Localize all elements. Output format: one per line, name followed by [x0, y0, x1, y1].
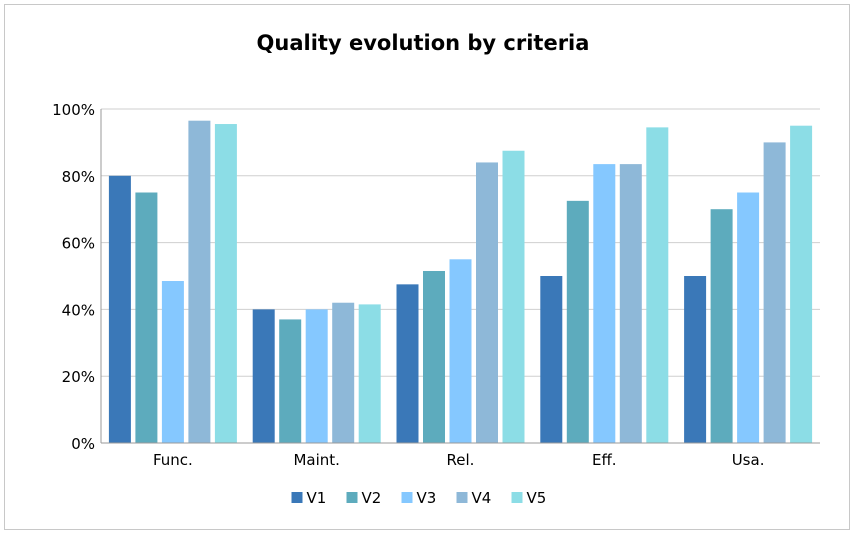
legend-swatch: [346, 492, 358, 503]
bar-v3-1: [305, 309, 328, 443]
y-tick-label: 60%: [62, 235, 95, 253]
x-tick-label: Eff.: [592, 451, 617, 469]
bar-v4-1: [332, 302, 355, 443]
legend-swatch: [291, 492, 303, 503]
legend-label: V1: [307, 489, 327, 507]
bar-v1-4: [684, 276, 707, 443]
legend-swatch: [401, 492, 413, 503]
chart-frame: Quality evolution by criteria 0% 20% 40% 60…: [4, 4, 850, 530]
bar-v1-0: [108, 175, 131, 444]
x-tick-label: Rel.: [447, 451, 475, 469]
bar-v3-3: [593, 164, 616, 444]
legend-label: V2: [362, 489, 382, 507]
x-tick-label: Func.: [153, 451, 193, 469]
bar-v5-3: [646, 127, 669, 444]
bar-v4-2: [476, 162, 498, 443]
bar-v2-0: [135, 192, 158, 443]
bars: [108, 120, 813, 444]
bar-v4-3: [619, 164, 642, 444]
bar-v5-0: [214, 124, 237, 443]
axes: 0% 20% 40% 60% 80% 100% Func. Maint. Rel. Eff. Usa…: [52, 101, 820, 469]
bar-v5-4: [790, 125, 813, 443]
y-tick-label: 20%: [62, 368, 95, 386]
legend-label: V4: [472, 489, 492, 507]
bar-v2-1: [279, 319, 302, 443]
bar-v3-4: [737, 192, 760, 443]
bar-v2-2: [423, 270, 445, 443]
bar-v1-2: [396, 284, 419, 443]
y-tick-label: 100%: [52, 101, 95, 119]
legend-label: V5: [527, 489, 547, 507]
bar-v4-0: [188, 120, 211, 443]
bar-v2-3: [566, 200, 589, 443]
legend: V1 V2 V3 V4 V5: [291, 489, 547, 507]
y-tick-label: 80%: [62, 168, 95, 186]
bar-v2-4: [710, 209, 733, 443]
bar-v3-2: [449, 259, 472, 443]
legend-swatch: [456, 492, 468, 503]
bar-v3-0: [161, 281, 184, 443]
legend-swatch: [511, 492, 523, 503]
chart-svg: Quality evolution by criteria 0% 20% 40% 60…: [52, 31, 820, 507]
x-tick-label: Maint.: [293, 451, 339, 469]
legend-label: V3: [417, 489, 437, 507]
bar-v1-3: [540, 276, 563, 443]
bar-v5-1: [358, 304, 381, 443]
y-tick-label: 0%: [71, 435, 95, 453]
bar-v5-2: [502, 150, 525, 443]
x-tick-label: Usa.: [732, 451, 765, 469]
bar-v1-1: [252, 309, 275, 443]
y-tick-label: 40%: [62, 301, 95, 319]
chart-title: Quality evolution by criteria: [257, 31, 590, 55]
bar-v4-4: [763, 142, 786, 443]
